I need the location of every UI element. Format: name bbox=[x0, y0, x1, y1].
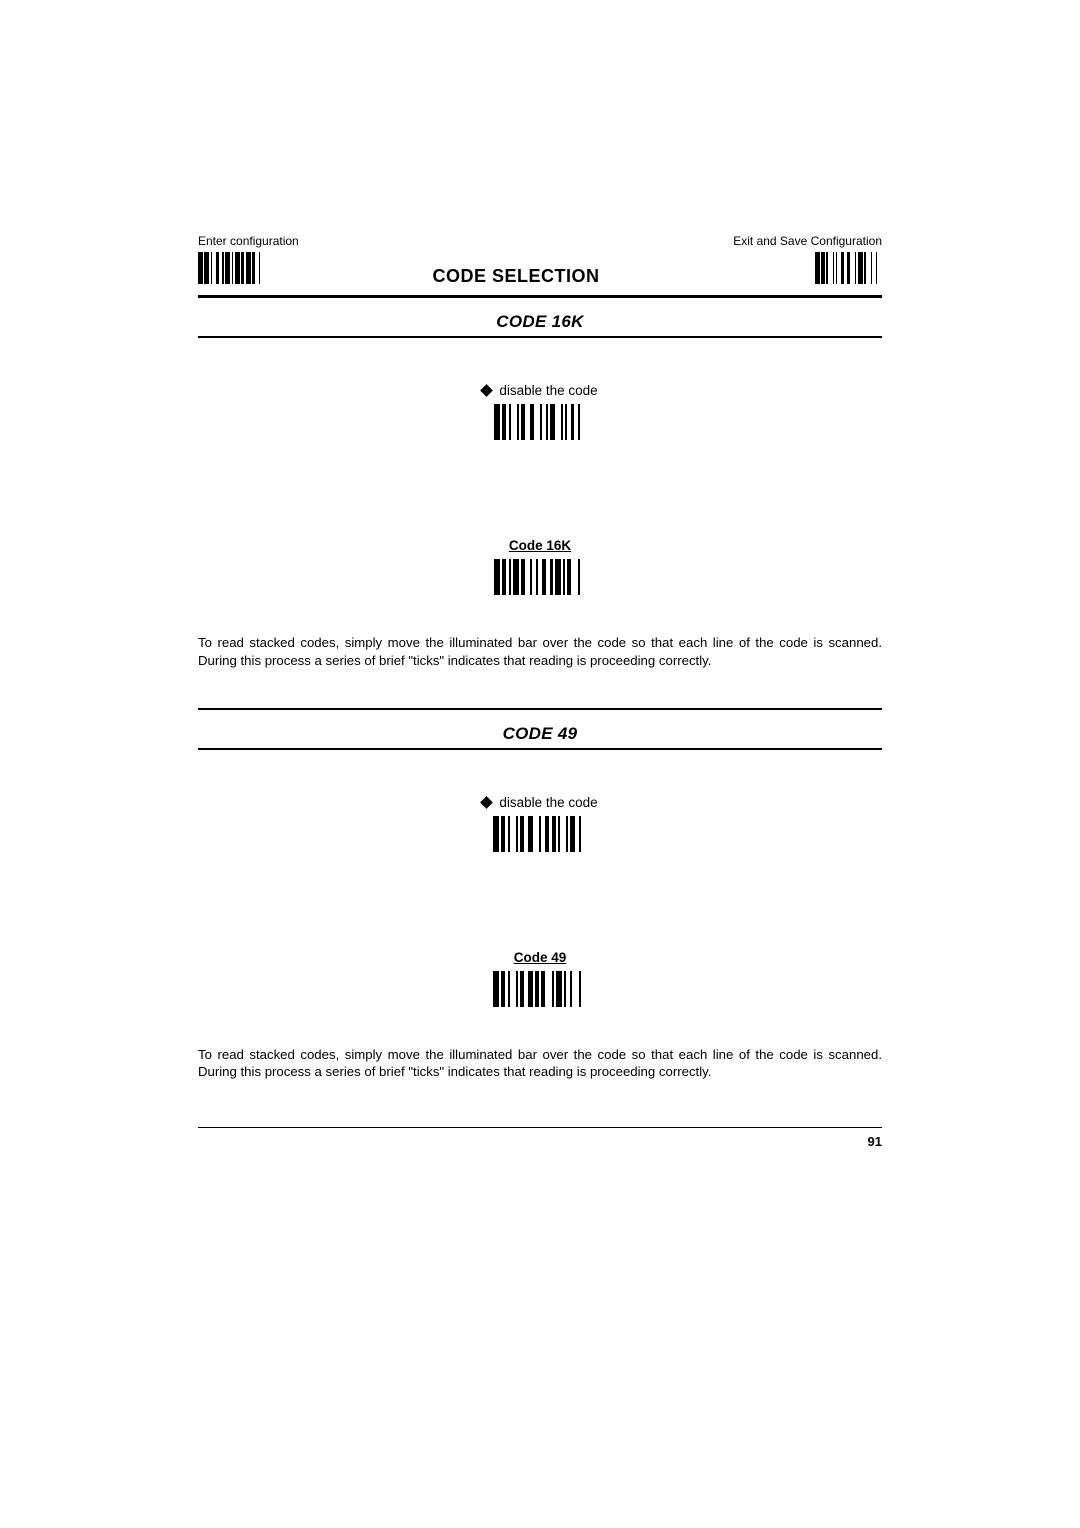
disable-barcode-code49 bbox=[493, 816, 587, 852]
enable-label-code16k: Code 16K bbox=[509, 538, 571, 553]
disable-label: disable the code bbox=[499, 795, 597, 810]
section-rule bbox=[198, 336, 882, 338]
section-title-code16k: CODE 16K bbox=[198, 312, 882, 332]
enable-barcode-code49 bbox=[493, 971, 587, 1007]
section-paragraph-code16k: To read stacked codes, simply move the i… bbox=[198, 634, 882, 670]
footer-rule bbox=[198, 1127, 882, 1128]
disable-label-line: disable the code bbox=[482, 383, 597, 398]
section-rule bbox=[198, 748, 882, 750]
enable-barcode-code16k bbox=[494, 559, 586, 595]
diamond-icon bbox=[480, 384, 493, 397]
page-title: CODE SELECTION bbox=[299, 266, 734, 289]
enable-label-code49: Code 49 bbox=[514, 950, 567, 965]
page-number: 91 bbox=[198, 1134, 882, 1149]
enable-block-code16k: Code 16K bbox=[198, 537, 882, 600]
diamond-icon bbox=[480, 796, 493, 809]
section-paragraph-code49: To read stacked codes, simply move the i… bbox=[198, 1046, 882, 1082]
header-enter-block: Enter configuration bbox=[198, 234, 299, 289]
disable-barcode-code16k bbox=[494, 404, 586, 440]
exit-config-label: Exit and Save Configuration bbox=[733, 234, 882, 248]
page-header: Enter configuration CODE SELECTION Exit … bbox=[198, 234, 882, 298]
disable-block-code49: disable the code bbox=[198, 794, 882, 857]
page-content: Enter configuration CODE SELECTION Exit … bbox=[198, 234, 882, 1149]
section-divider bbox=[198, 708, 882, 710]
page-footer: 91 bbox=[198, 1127, 882, 1149]
header-exit-block: Exit and Save Configuration bbox=[733, 234, 882, 289]
enable-block-code49: Code 49 bbox=[198, 949, 882, 1012]
header-rule bbox=[198, 295, 882, 298]
section-title-code49: CODE 49 bbox=[198, 724, 882, 744]
enter-config-label: Enter configuration bbox=[198, 234, 299, 248]
enter-config-barcode bbox=[198, 252, 265, 284]
disable-block-code16k: disable the code bbox=[198, 382, 882, 445]
disable-label: disable the code bbox=[499, 383, 597, 398]
exit-config-barcode bbox=[815, 252, 882, 284]
disable-label-line: disable the code bbox=[482, 795, 597, 810]
